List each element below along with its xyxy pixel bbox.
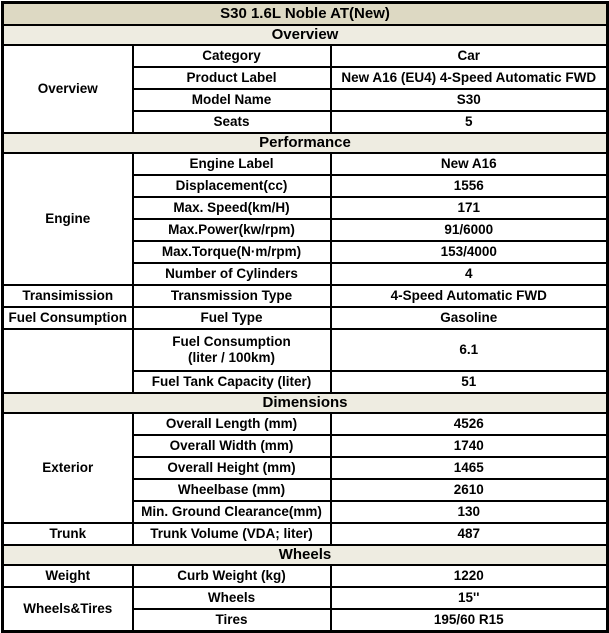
table-row: Max.Power(kw/rpm) 91/6000 [3, 218, 609, 242]
spec-value: 1220 [329, 564, 609, 588]
spec-label: Max. Speed(km/H) [131, 196, 332, 220]
table-row: Overview Category Car [1, 44, 609, 134]
spec-value: 51 [329, 370, 609, 394]
table-row: Overall Height (mm) 1465 [3, 456, 609, 480]
section-header-row: Performance [1, 132, 609, 154]
table-row: Fuel Consumption (liter / 100km) 6.1 [1, 328, 609, 394]
group-label: Trunk [1, 522, 134, 546]
spec-label: Overall Length (mm) [131, 412, 332, 436]
table-row: Exterior Overall Length (mm) 4526 [1, 412, 609, 524]
group-label [1, 328, 134, 394]
spec-label: Max.Torque(N·m/rpm) [131, 240, 332, 264]
spec-label: Trunk Volume (VDA; liter) [131, 522, 332, 546]
spec-value: 6.1 [329, 328, 609, 372]
spec-label: Min. Ground Clearance(mm) [131, 500, 332, 524]
section-header: Overview [1, 24, 609, 46]
spec-value: 130 [329, 500, 609, 524]
spec-label: Category [131, 44, 332, 68]
spec-label: Fuel Type [131, 306, 332, 330]
spec-value: New A16 [329, 152, 609, 176]
group-label: Wheels&Tires [1, 586, 134, 633]
section-header: Performance [1, 132, 609, 154]
table-row: Weight Curb Weight (kg) 1220 [1, 564, 609, 588]
spec-label: Max.Power(kw/rpm) [131, 218, 332, 242]
spec-label: Seats [131, 110, 332, 134]
spec-value: 487 [329, 522, 609, 546]
table-row: Product Label New A16 (EU4) 4-Speed Autom… [3, 66, 609, 90]
spec-value: New A16 (EU4) 4-Speed Automatic FWD [329, 66, 609, 90]
table-row: Fuel Consumption Fuel Type Gasoline [1, 306, 609, 330]
group-label: Weight [1, 564, 134, 588]
spec-value: 5 [329, 110, 609, 134]
spec-label: Model Name [131, 88, 332, 112]
spec-label: Number of Cylinders [131, 262, 332, 286]
spec-value: 1465 [329, 456, 609, 480]
spec-value: Gasoline [329, 306, 609, 330]
table-row: Wheels&Tires Wheels 15'' [1, 586, 609, 633]
spec-value: 171 [329, 196, 609, 220]
spec-label: Curb Weight (kg) [131, 564, 332, 588]
spec-label: Displacement(cc) [131, 174, 332, 198]
section-header-row: Dimensions [1, 392, 609, 414]
spec-label: Fuel Consumption (liter / 100km) [131, 328, 332, 372]
spec-label: Overall Width (mm) [131, 434, 332, 458]
spec-label: Wheelbase (mm) [131, 478, 332, 502]
table-row: Fuel Tank Capacity (liter) 51 [3, 370, 609, 394]
table-row: Wheelbase (mm) 2610 [3, 478, 609, 502]
table-row: Model Name S30 [3, 88, 609, 112]
group-label: Exterior [1, 412, 134, 524]
spec-label: Overall Height (mm) [131, 456, 332, 480]
title-row: S30 1.6L Noble AT(New) [1, 1, 609, 26]
spec-value: 153/4000 [329, 240, 609, 264]
spec-label: Tires [131, 608, 332, 633]
group-label: Fuel Consumption [1, 306, 134, 330]
table-row: Max.Torque(N·m/rpm) 153/4000 [3, 240, 609, 264]
spec-value: 4-Speed Automatic FWD [329, 284, 609, 308]
section-header: Dimensions [1, 392, 609, 414]
spec-label: Engine Label [131, 152, 332, 176]
spec-value: 91/6000 [329, 218, 609, 242]
spec-value: 4526 [329, 412, 609, 436]
spec-label: Transmission Type [131, 284, 332, 308]
group-label: Engine [1, 152, 134, 286]
spec-value: 2610 [329, 478, 609, 502]
section-header-row: Overview [1, 24, 609, 46]
table-row: Overall Width (mm) 1740 [3, 434, 609, 458]
section-header-row: Wheels [1, 544, 609, 566]
spec-label: Product Label [131, 66, 332, 90]
section-header: Wheels [1, 544, 609, 566]
table-row: Min. Ground Clearance(mm) 130 [3, 500, 609, 524]
spec-value: 1740 [329, 434, 609, 458]
table-row: Seats 5 [3, 110, 609, 134]
spec-label: Wheels [131, 586, 332, 610]
spec-value: 4 [329, 262, 609, 286]
table-row: Engine Engine Label New A16 [1, 152, 609, 286]
spec-value: 15'' [329, 586, 609, 610]
group-label: Overview [1, 44, 134, 134]
table-row: Displacement(cc) 1556 [3, 174, 609, 198]
table-row: Max. Speed(km/H) 171 [3, 196, 609, 220]
table-row: Transimission Transmission Type 4-Speed Au… [1, 284, 609, 308]
spec-value: 195/60 R15 [329, 608, 609, 633]
table-title: S30 1.6L Noble AT(New) [1, 1, 609, 26]
spec-value: S30 [329, 88, 609, 112]
spec-label: Fuel Tank Capacity (liter) [131, 370, 332, 394]
table-row: Number of Cylinders 4 [3, 262, 609, 286]
table-row: Trunk Trunk Volume (VDA; liter) 487 [1, 522, 609, 546]
spec-value: 1556 [329, 174, 609, 198]
group-label: Transimission [1, 284, 134, 308]
spec-value: Car [329, 44, 609, 68]
